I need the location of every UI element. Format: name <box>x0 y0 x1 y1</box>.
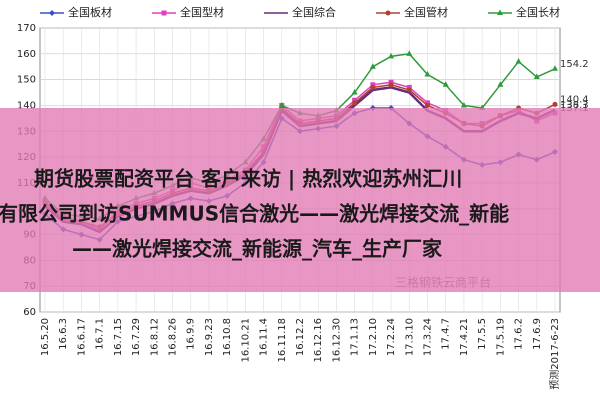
marker <box>533 73 540 80</box>
marker <box>370 84 376 90</box>
x-tick-label: 16.5.20 <box>40 318 51 356</box>
marker <box>424 70 431 77</box>
legend-label: 全国型材 <box>180 5 224 19</box>
marker <box>278 101 285 108</box>
marker <box>161 10 167 16</box>
x-tick-label: 16.12.2 <box>295 318 306 356</box>
x-tick-label: 16.8.12 <box>149 318 160 356</box>
marker <box>425 100 430 106</box>
legend-label: 全国板材 <box>68 5 112 19</box>
marker <box>497 81 504 87</box>
overlay-text: 期货股票配资平台 客户来访 | 热烈欢迎苏州汇川 <box>34 167 462 191</box>
legend-label: 全国综合 <box>292 5 336 19</box>
x-tick-label: 17.5.5 <box>477 318 488 350</box>
value-label: 140.4 <box>560 94 589 105</box>
x-tick-label: 16.7.15 <box>113 318 124 356</box>
overlay-text: 有限公司到访SUMMUS信合激光——激光焊接交流_新能 <box>0 202 509 226</box>
x-tick-label: 17.5.19 <box>495 318 506 356</box>
marker <box>406 84 412 90</box>
x-tick-label: 17.6.9 <box>532 318 543 350</box>
marker <box>406 50 413 56</box>
marker <box>388 52 395 59</box>
marker <box>515 58 522 64</box>
marker <box>352 97 358 103</box>
x-tick-label: 16.8.26 <box>168 318 179 356</box>
x-tick-label: 16.9.9 <box>186 318 197 350</box>
x-tick-label: 17.3.10 <box>404 318 415 356</box>
marker <box>552 101 558 107</box>
x-tick-label: 17.1.13 <box>350 318 361 356</box>
legend-label: 全国管材 <box>404 5 448 19</box>
y-tick-label: 140 <box>17 100 36 111</box>
marker <box>442 81 449 87</box>
x-tick-label: 16.10.8 <box>222 318 233 356</box>
x-tick-label: 17.2.24 <box>386 318 397 356</box>
x-tick-label: 17.4.21 <box>459 318 470 356</box>
x-tick-label: 17.2.10 <box>368 318 379 356</box>
x-tick-label: 16.6.3 <box>58 318 69 350</box>
x-tick-label: 16.12.30 <box>331 318 342 363</box>
x-tick-label: 17.6.2 <box>514 318 525 350</box>
x-tick-label: 16.11.4 <box>259 318 270 356</box>
x-tick-label: 16.9.23 <box>204 318 215 356</box>
value-label: 154.2 <box>560 59 589 70</box>
x-tick-label: 17.4.7 <box>441 318 452 350</box>
y-tick-label: 60 <box>23 307 36 318</box>
marker <box>369 63 376 69</box>
x-tick-label: 17.3.24 <box>423 318 434 356</box>
value-label: 138.3 <box>560 100 589 111</box>
x-tick-label: 16.11.18 <box>277 318 288 363</box>
y-tick-label: 160 <box>17 49 36 60</box>
x-tick-label: 16.12.16 <box>313 318 324 363</box>
marker <box>460 101 467 108</box>
marker <box>351 89 358 95</box>
x-tick-label: 16.6.17 <box>76 318 87 356</box>
marker <box>388 79 394 85</box>
y-tick-label: 150 <box>17 75 36 86</box>
marker <box>370 82 376 88</box>
marker <box>352 100 358 106</box>
marker <box>388 82 394 88</box>
marker <box>497 9 503 15</box>
legend-label: 全国长材 <box>516 5 560 19</box>
x-tick-label: 16.7.29 <box>131 318 142 356</box>
x-tick-label: 16.10.21 <box>240 318 251 363</box>
y-tick-label: 170 <box>17 23 36 34</box>
x-tick-label: 16.7.1 <box>95 318 106 350</box>
overlay-band <box>0 108 600 292</box>
marker <box>406 87 412 93</box>
marker <box>425 102 430 108</box>
marker <box>49 10 55 16</box>
marker <box>385 10 391 16</box>
overlay-text: ——激光焊接交流_新能源_汽车_生产厂家 <box>72 237 443 261</box>
marker <box>552 65 558 71</box>
x-tick-label: 预测2017-6-23 <box>548 318 561 390</box>
